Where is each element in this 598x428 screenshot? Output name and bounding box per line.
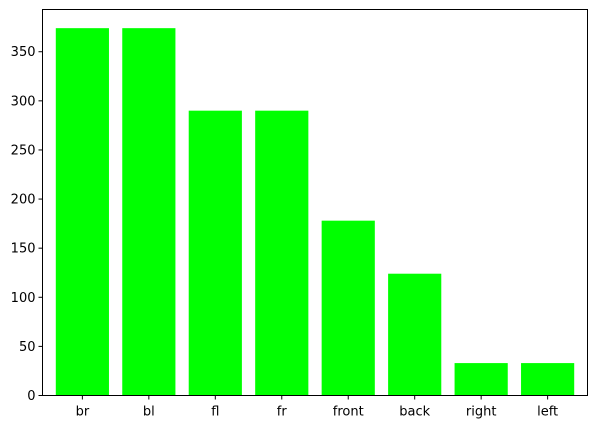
x-tick-label: bl (143, 405, 155, 420)
bar-fl (188, 110, 242, 396)
bar-fr (255, 110, 309, 396)
y-tick-label: 50 (19, 340, 36, 355)
x-tick-label: right (466, 405, 497, 420)
y-tick-label: 0 (27, 389, 35, 404)
bar-back (388, 273, 442, 396)
plot-frame (42, 9, 588, 396)
y-tick-label: 250 (11, 143, 36, 158)
bar-right (454, 363, 508, 396)
y-tick-label: 100 (11, 291, 36, 306)
y-tick-label: 300 (11, 94, 36, 109)
y-axis: 0 50 100 150 200 250 300 350 (11, 45, 43, 404)
x-axis: br bl fl fr front back right left (76, 395, 558, 420)
bar-front (321, 220, 375, 396)
x-tick-label: br (76, 405, 90, 420)
bars-group (55, 28, 575, 396)
x-tick-label: back (399, 405, 430, 420)
x-tick-label: fr (277, 405, 288, 420)
y-tick-label: 150 (11, 242, 36, 257)
y-tick-label: 350 (11, 45, 36, 60)
y-tick-label: 200 (11, 193, 36, 208)
bar-left (521, 363, 575, 396)
bar-bl (122, 28, 176, 396)
x-tick-label: fl (211, 405, 219, 420)
bar-br (55, 28, 109, 396)
x-tick-label: left (537, 405, 558, 420)
x-tick-label: front (333, 405, 364, 420)
